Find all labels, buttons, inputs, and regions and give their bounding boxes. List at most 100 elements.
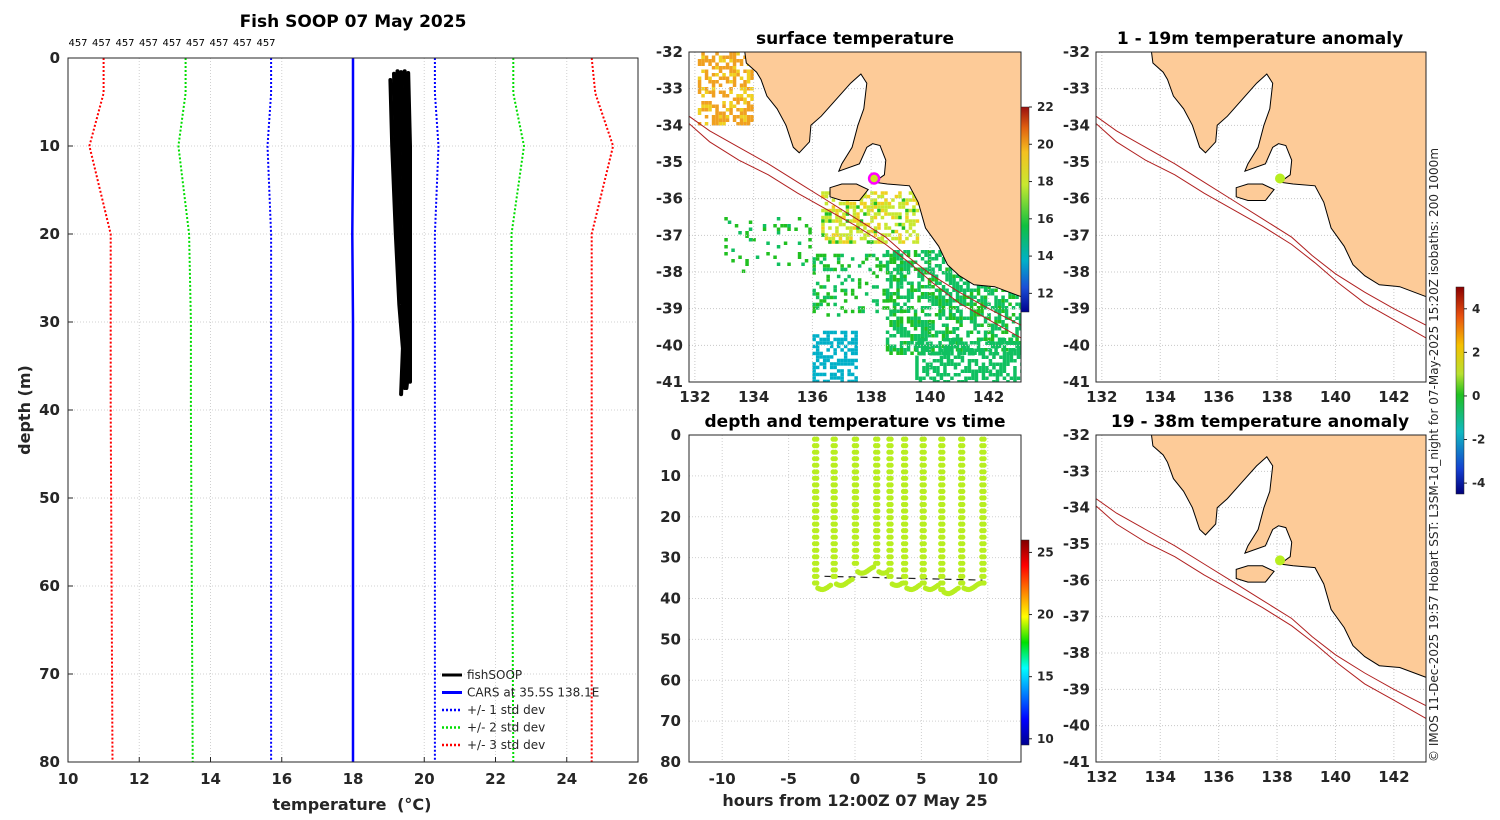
sst-pixel	[746, 87, 751, 91]
sst-pixel	[1004, 313, 1009, 317]
sst-pixel	[704, 101, 709, 105]
sst-pixel	[918, 352, 923, 356]
depth-time-point	[921, 567, 927, 573]
sst-pixel	[941, 260, 946, 264]
sst-pixel	[946, 373, 951, 377]
depth-time-point	[960, 482, 966, 488]
sst-pixel	[894, 212, 899, 216]
sst-pixel	[736, 122, 740, 126]
sst-pixel	[812, 376, 816, 380]
sst-pixel	[915, 345, 919, 349]
sst-pixel	[885, 292, 890, 296]
sst-pixel	[731, 248, 735, 252]
sst-pixel	[843, 362, 848, 366]
sst-pixel	[938, 250, 942, 254]
sst-pixel	[750, 108, 754, 112]
sst-pixel	[701, 59, 705, 63]
sst-lat-ticks: -32-33-34-35-36-37-38-39-40-41	[656, 43, 683, 391]
sst-pixel	[1009, 352, 1014, 356]
sst-pixel	[824, 208, 829, 213]
depth-time-point	[981, 488, 987, 494]
sst-pixel	[739, 87, 744, 91]
sst-pixel	[815, 351, 820, 356]
sst-pixel	[903, 334, 907, 338]
sst-pixel	[732, 52, 737, 56]
profile-count-label: 457	[209, 38, 228, 49]
sst-pixel	[1009, 338, 1014, 342]
depth-time-point	[903, 456, 909, 462]
sst-pixel	[815, 355, 820, 359]
sst-pixel	[948, 267, 953, 271]
sst-pixel	[877, 205, 881, 209]
sst-pixel	[936, 369, 940, 373]
sst-pixel	[924, 327, 928, 331]
sst-pixel	[847, 358, 851, 363]
sst-pixel	[896, 278, 900, 282]
depth-time-x-tick-label: -10	[709, 770, 736, 788]
sst-pixel	[990, 288, 995, 292]
depth-time-point	[888, 554, 894, 560]
depth-time-point	[981, 462, 987, 468]
sst-pixel	[722, 59, 726, 63]
sst-pixel	[1001, 330, 1005, 334]
depth-time-point	[832, 488, 838, 494]
sst-pixel	[831, 240, 836, 244]
sst-pixel	[819, 302, 823, 307]
sst-pixel	[1015, 327, 1019, 331]
sst-pixel	[959, 278, 963, 282]
depth-time-point	[888, 573, 894, 580]
sst-pixel	[838, 222, 843, 227]
map-lat-tick-label: -33	[656, 80, 683, 98]
profile-x-tick-label: 20	[414, 770, 435, 788]
sst-pixel	[894, 194, 899, 199]
depth-time-point	[832, 482, 838, 488]
sst-pixel	[836, 274, 841, 279]
depth-time-point	[960, 547, 966, 553]
sst-pixel	[884, 233, 888, 237]
depth-time-point	[854, 508, 860, 514]
sst-pixel	[988, 341, 993, 345]
sst-pixel	[973, 288, 977, 292]
sst-pixel	[905, 212, 909, 216]
sst-pixel	[917, 320, 921, 324]
depth-time-point	[854, 462, 860, 468]
sst-pixel	[819, 351, 823, 356]
sst-pixel	[969, 306, 974, 310]
legend-label: CARS at 35.5S 138.1E	[467, 686, 599, 700]
sst-pixel	[898, 236, 902, 241]
profile-x-tick-label: 18	[343, 770, 364, 788]
sst-pixel	[892, 292, 897, 296]
depth-time-point	[903, 560, 909, 566]
sst-pixel	[718, 76, 723, 80]
profile-x-tick-label: 26	[628, 770, 649, 788]
sst-pixel	[952, 274, 956, 278]
sst-pixel	[1009, 348, 1014, 352]
anomaly-shallow-isobath-200	[1096, 115, 1426, 326]
sst-pixel	[917, 288, 921, 292]
sst-pixel	[994, 323, 998, 327]
sst-pixel	[843, 288, 848, 293]
sst-pixel	[838, 233, 843, 237]
sst-pixel	[882, 264, 886, 268]
sst-pixel	[1013, 366, 1017, 370]
sst-pixel	[950, 376, 954, 380]
sst-pixel	[892, 274, 897, 279]
sst-pixel	[925, 369, 930, 373]
sst-pixel	[884, 240, 888, 244]
map-lat-tick-label: -36	[1063, 571, 1090, 589]
sst-pixel	[708, 59, 712, 63]
depth-time-point	[903, 515, 909, 521]
profile-count-label: 457	[233, 38, 252, 49]
sst-pixel	[822, 379, 827, 382]
sst-pixel	[955, 344, 960, 348]
sst-pixel	[748, 238, 753, 242]
sst-pixel	[741, 269, 746, 273]
depth-time-point	[875, 541, 881, 547]
sst-pixel	[959, 316, 963, 320]
depth-time-point	[875, 534, 881, 540]
sst-pixel	[878, 260, 883, 265]
sst-pixel	[913, 334, 918, 338]
sst-pixel	[908, 191, 913, 195]
sst-pixel	[856, 215, 860, 220]
sst-kangaroo-island	[829, 183, 869, 201]
